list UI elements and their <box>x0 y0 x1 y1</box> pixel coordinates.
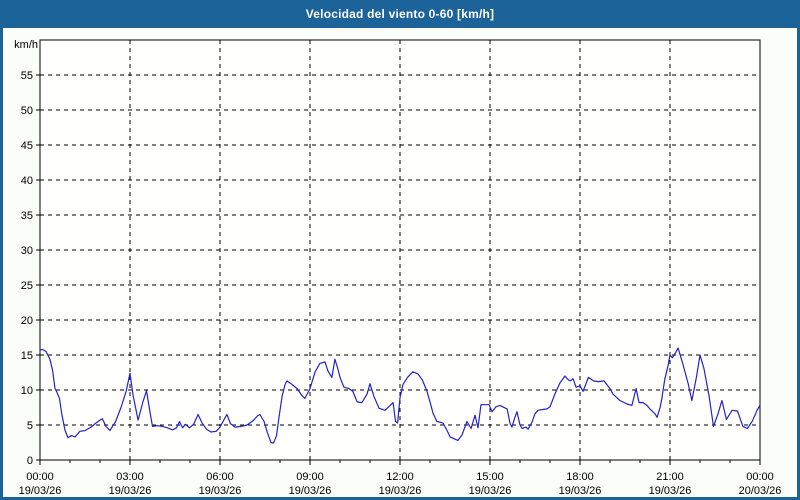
x-tick-time-label: 03:00 <box>116 471 144 483</box>
y-tick-label: 0 <box>27 455 33 467</box>
y-axis-unit-label: km/h <box>14 39 38 51</box>
x-tick-date-label: 19/03/26 <box>199 485 242 497</box>
window-titlebar: Velocidad del viento 0-60 [km/h] <box>0 0 800 28</box>
y-tick-label: 15 <box>21 350 33 362</box>
y-tick-label: 55 <box>21 70 33 82</box>
x-tick-date-label: 19/03/26 <box>379 485 422 497</box>
x-tick-time-label: 12:00 <box>386 471 414 483</box>
y-tick-label: 45 <box>21 140 33 152</box>
x-tick-date-label: 19/03/26 <box>289 485 332 497</box>
y-tick-label: 20 <box>21 315 33 327</box>
x-tick-time-label: 09:00 <box>296 471 324 483</box>
x-tick-time-label: 00:00 <box>26 471 54 483</box>
plot-border <box>39 39 761 461</box>
data-line-wind-speed-kmh <box>39 347 761 444</box>
y-tick-label: 25 <box>21 280 33 292</box>
x-tick-date-label: 20/03/26 <box>739 485 782 497</box>
x-tick-time-label: 18:00 <box>566 471 594 483</box>
x-tick-time-label: 00:00 <box>746 471 774 483</box>
x-tick-time-label: 21:00 <box>656 471 684 483</box>
chart-area: 0 5 10 15 20 25 30 35 40 45 50 55 00:00 19/03/26 03:00… <box>3 28 797 497</box>
x-tick-date-label: 19/03/26 <box>19 485 62 497</box>
x-tick-time-label: 06:00 <box>206 471 234 483</box>
y-tick-label: 35 <box>21 210 33 222</box>
y-tick-label: 30 <box>21 245 33 257</box>
y-tick-label: 5 <box>27 420 33 432</box>
x-tick-date-label: 19/03/26 <box>559 485 602 497</box>
x-tick-date-label: 19/03/26 <box>109 485 152 497</box>
wind-speed-chart: 0 5 10 15 20 25 30 35 40 45 50 55 00:00 19/03/26 03:00… <box>14 39 782 497</box>
x-tick-time-label: 15:00 <box>476 471 504 483</box>
y-tick-label: 50 <box>21 105 33 117</box>
window-title: Velocidad del viento 0-60 [km/h] <box>305 7 495 21</box>
x-tick-date-label: 19/03/26 <box>469 485 512 497</box>
y-tick-label: 40 <box>21 175 33 187</box>
y-tick-label: 10 <box>21 385 33 397</box>
x-tick-date-label: 19/03/26 <box>649 485 692 497</box>
